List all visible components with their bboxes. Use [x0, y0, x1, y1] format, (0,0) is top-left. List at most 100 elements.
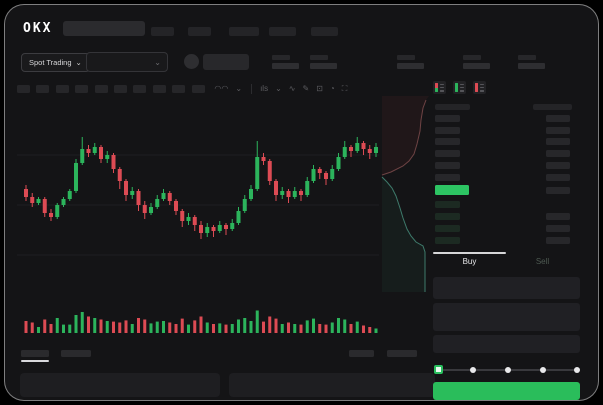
ask-price[interactable] — [435, 126, 460, 134]
book-icon-bar — [455, 83, 458, 92]
bottom-panel-right — [229, 373, 435, 397]
book-icon-line — [439, 83, 444, 85]
book-all-icon[interactable] — [433, 81, 446, 94]
toolbar-button[interactable] — [191, 85, 205, 93]
amount-slider-handle[interactable] — [434, 365, 443, 374]
toolbar-button[interactable] — [55, 85, 69, 93]
chart-toolbar: ◠◠ ⌄ ıls ⌄ ∿ ✎ ⊡ ◔ ⛶ — [17, 81, 418, 97]
stat-label — [272, 55, 290, 60]
slider-stop[interactable] — [540, 367, 546, 373]
bottom-panel-left — [20, 373, 220, 397]
buy-button[interactable] — [433, 382, 580, 400]
ask-price[interactable] — [435, 138, 460, 146]
bid-amount — [546, 213, 570, 220]
bar-bottom — [435, 87, 438, 92]
bid-amount — [546, 237, 570, 244]
tab-buy[interactable]: Buy — [462, 257, 477, 266]
ask-amount — [546, 115, 570, 122]
bar-top — [435, 83, 438, 88]
nav-item[interactable] — [269, 27, 296, 36]
line-style-icon[interactable]: ∿ — [288, 84, 296, 93]
slider-stop[interactable] — [574, 367, 580, 373]
stat-value — [463, 63, 490, 69]
bid-price[interactable] — [435, 201, 460, 208]
ma-indicator-icon[interactable]: ◠◠ — [214, 84, 229, 93]
candlestick-chart — [17, 137, 379, 333]
nav-item[interactable] — [151, 27, 174, 36]
stat-label — [518, 55, 536, 60]
ask-price[interactable] — [435, 161, 460, 169]
nav-item[interactable] — [229, 27, 259, 36]
bid-price[interactable] — [435, 213, 460, 220]
orderbook-header-amount — [533, 104, 572, 110]
stat-value — [397, 63, 424, 69]
chart-bottom-tab-active[interactable] — [21, 350, 49, 357]
toolbar-divider — [250, 84, 252, 94]
toolbar-button[interactable] — [113, 85, 127, 93]
book-icon-lines — [439, 83, 444, 92]
market-type-label: Spot Trading — [29, 58, 72, 67]
avatar[interactable] — [184, 54, 199, 69]
last-price-amount — [546, 187, 570, 194]
chevron-down-icon[interactable]: ⌄ — [235, 84, 243, 93]
bid-price[interactable] — [435, 225, 460, 232]
subheader-button[interactable] — [203, 54, 249, 70]
book-icon-lines — [459, 83, 464, 92]
toolbar-button[interactable] — [94, 85, 108, 93]
amount-input[interactable] — [433, 303, 580, 331]
price-input[interactable] — [433, 277, 580, 299]
total-input[interactable] — [433, 335, 580, 353]
toolbar-button[interactable] — [75, 85, 89, 93]
book-icon-line — [479, 86, 484, 89]
chart-bottom-tab[interactable] — [61, 350, 91, 357]
bar-top — [475, 83, 478, 88]
toolbar-button[interactable] — [17, 85, 30, 93]
nav-item[interactable] — [311, 27, 338, 36]
book-icon-lines — [479, 83, 484, 92]
tab-sell[interactable]: Sell — [535, 257, 550, 266]
book-icon-line — [459, 86, 464, 89]
nav-item[interactable] — [188, 27, 211, 36]
book-icon-bar — [475, 83, 478, 92]
chart-bottom-action[interactable] — [349, 350, 374, 357]
interval-icon[interactable]: ıls — [260, 84, 269, 93]
last-price-highlight[interactable] — [435, 185, 469, 195]
market-type-dropdown[interactable]: Spot Trading ⌄ — [21, 53, 90, 72]
draw-icon[interactable]: ✎ — [302, 84, 310, 93]
fullscreen-icon[interactable]: ⛶ — [341, 84, 348, 93]
stat-label — [310, 55, 328, 60]
pair-selector-dropdown[interactable]: ⌄ — [86, 52, 168, 72]
slider-stop[interactable] — [505, 367, 511, 373]
toolbar-button[interactable] — [152, 85, 166, 93]
ticker-stat — [272, 55, 299, 69]
chart-bottom-action[interactable] — [387, 350, 417, 357]
bid-price[interactable] — [435, 237, 460, 244]
ask-amount — [546, 138, 570, 146]
book-bids-icon[interactable] — [453, 81, 466, 94]
ticker-stat — [397, 55, 424, 69]
book-icon-line — [479, 90, 484, 92]
book-asks-icon[interactable] — [473, 81, 486, 94]
book-icon-line — [479, 83, 484, 85]
stat-value — [310, 63, 337, 69]
app-window: OKX Spot Trading ⌄ ⌄ ◠◠ ⌄ ıls ⌄ ∿ ✎ ⊡ ◔ ⛶ Buy Se… — [4, 4, 599, 401]
search-input[interactable] — [63, 21, 145, 36]
book-icon-line — [439, 90, 444, 92]
stat-label — [463, 55, 481, 60]
chevron-down-icon[interactable]: ⌄ — [275, 84, 282, 93]
toolbar-button[interactable] — [133, 85, 147, 93]
camera-icon[interactable]: ⊡ — [316, 84, 323, 93]
book-icon-line — [439, 86, 444, 89]
bar-top — [455, 83, 458, 88]
slider-stop[interactable] — [470, 367, 476, 373]
toolbar-button[interactable] — [172, 85, 186, 93]
chevron-down-icon: ⌄ — [154, 57, 161, 67]
bar-bottom — [475, 87, 478, 92]
bid-amount — [546, 225, 570, 232]
ask-amount — [546, 173, 570, 181]
ask-price[interactable] — [435, 115, 460, 122]
ask-price[interactable] — [435, 150, 460, 158]
toolbar-button[interactable] — [36, 85, 50, 93]
ask-price[interactable] — [435, 173, 460, 181]
history-icon[interactable]: ◔ — [329, 84, 335, 93]
